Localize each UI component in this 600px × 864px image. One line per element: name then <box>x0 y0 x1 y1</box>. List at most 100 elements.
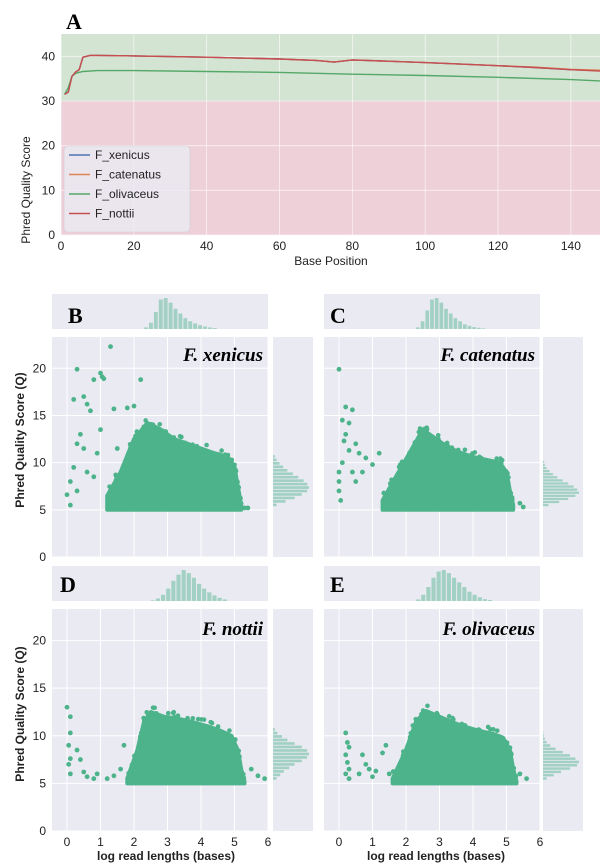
scatter-ylabel-top: Phred Quality Score (Q) <box>13 372 27 507</box>
marginal-y-bar <box>273 735 282 738</box>
x-tick-label: 2 <box>403 835 410 849</box>
data-point <box>346 766 352 772</box>
data-point <box>216 728 221 733</box>
data-point <box>71 397 77 402</box>
data-point <box>91 474 97 480</box>
panel-c-letter: C <box>330 303 346 328</box>
data-point <box>129 762 135 768</box>
data-point <box>84 401 90 407</box>
y-tick-label: 30 <box>42 94 56 108</box>
marginal-x-bar <box>183 318 188 329</box>
x-tick-label: 4 <box>470 835 477 849</box>
data-point <box>78 757 83 762</box>
marginal-x-bar <box>191 577 196 601</box>
data-point <box>360 469 365 475</box>
marginal-x-panel <box>52 566 268 601</box>
data-point <box>245 505 251 511</box>
marginal-x-bar <box>467 325 472 329</box>
data-point <box>175 713 181 718</box>
data-point <box>67 502 73 508</box>
data-point <box>84 774 90 780</box>
x-tick-label: 0 <box>336 835 343 849</box>
marginal-x-bar <box>202 588 207 601</box>
marginal-x-bar <box>203 326 207 329</box>
data-point <box>141 424 147 430</box>
panel-e-species: F. olivaceus <box>441 619 535 640</box>
data-point <box>451 717 456 722</box>
panel-a-letter: A <box>66 9 82 34</box>
data-point <box>416 716 422 722</box>
marginal-x-bar <box>161 594 166 601</box>
data-point <box>389 477 394 483</box>
marginal-y-panel <box>543 609 583 831</box>
data-point <box>232 462 237 468</box>
marginal-y-bar <box>273 749 308 752</box>
marginal-x-bar <box>212 328 217 329</box>
marginal-y-bar <box>543 473 554 476</box>
scatter-xlabel-left: log read lengths (bases) <box>97 849 235 863</box>
marginal-x-bar <box>487 600 493 601</box>
data-point <box>434 438 440 443</box>
data-point <box>381 490 387 496</box>
y-tick-label: 15 <box>33 408 47 422</box>
y-tick-label: 20 <box>42 139 56 153</box>
marginal-x-bar <box>212 595 217 601</box>
marginal-x-panel <box>52 294 268 329</box>
data-point <box>356 771 362 777</box>
data-point <box>343 771 349 777</box>
data-point <box>215 724 221 729</box>
data-point <box>363 761 369 767</box>
marginal-y-bar <box>273 458 277 462</box>
data-point <box>207 451 213 457</box>
data-point <box>494 728 500 733</box>
data-point <box>161 716 167 722</box>
marginal-x-bar <box>416 599 421 601</box>
data-point <box>492 733 497 739</box>
x-tick-label: 0 <box>64 835 71 849</box>
data-point <box>202 448 207 454</box>
data-point <box>190 442 196 448</box>
scatter-panel-B: 0 5 10 15 20 <box>33 294 313 564</box>
x-tick-label: 60 <box>273 239 287 253</box>
data-point <box>435 432 441 438</box>
data-point <box>152 705 158 711</box>
x-tick-label: 20 <box>127 239 141 253</box>
data-point <box>74 488 80 494</box>
data-point <box>449 445 455 450</box>
data-point <box>343 431 349 437</box>
marginal-x-bar <box>425 310 430 329</box>
data-point <box>143 418 148 423</box>
legend-label: F_olivaceus <box>95 187 159 201</box>
data-point <box>133 433 138 439</box>
data-point <box>346 744 352 750</box>
data-point <box>344 740 350 745</box>
marginal-x-bar <box>217 597 222 601</box>
y-tick-label: 0 <box>48 228 55 242</box>
data-point <box>98 427 103 433</box>
x-tick-label: 5 <box>231 835 238 849</box>
marginal-y-bar <box>273 777 277 780</box>
x-tick-label: 3 <box>436 835 443 849</box>
data-point <box>376 450 382 456</box>
y-tick-label: 10 <box>33 456 47 470</box>
data-point <box>428 713 433 718</box>
data-point <box>204 442 209 448</box>
data-point <box>360 752 365 758</box>
y-tick-label: 10 <box>33 729 47 743</box>
data-point <box>78 431 83 437</box>
data-point <box>168 435 174 440</box>
data-point <box>469 728 475 734</box>
data-point <box>336 488 342 494</box>
data-point <box>232 467 238 472</box>
scatter-panel-C <box>324 294 583 558</box>
data-point <box>219 448 224 453</box>
data-point <box>478 455 484 461</box>
scatter-panels: 0 5 10 15 20 0 5 10 15 20 0 1 2 3 4 5 6 0 1 2 3 4 5 6 <box>33 294 583 849</box>
data-point <box>67 714 73 720</box>
data-point <box>74 747 80 753</box>
marginal-x-bar <box>416 327 420 329</box>
data-point <box>74 366 80 372</box>
data-point <box>517 500 523 506</box>
data-point <box>209 720 215 726</box>
y-tick-label: 0 <box>39 824 46 838</box>
